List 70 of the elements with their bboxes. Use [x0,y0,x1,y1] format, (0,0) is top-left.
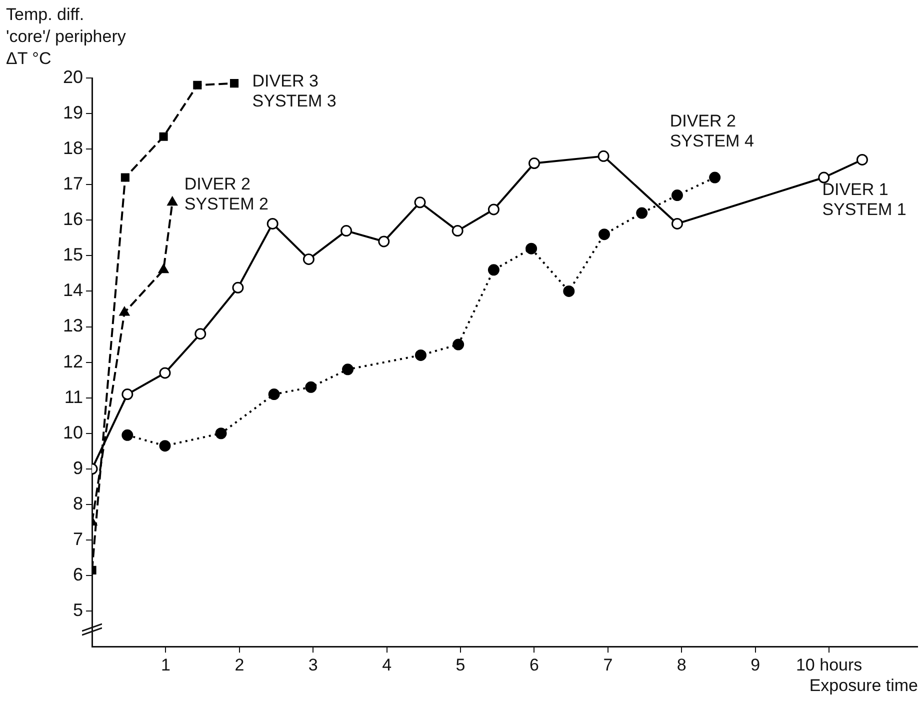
series-label: DIVER 1 SYSTEM 1 [822,180,906,219]
x-tick-label: 9 [750,655,760,674]
point [452,338,464,350]
point [232,282,244,294]
y-tick-label: 17 [62,174,84,194]
point [305,381,317,393]
point [159,440,171,452]
point [342,364,354,376]
point [268,388,280,400]
y-tick-label: 14 [62,280,84,300]
x-tick-label: 4 [382,655,392,674]
point [856,154,868,166]
point [215,428,227,440]
x-tick-label: 3 [308,655,318,674]
point [452,225,464,237]
point [488,264,500,276]
point [563,285,575,297]
x-tick-label: 6 [530,655,539,674]
point [488,204,500,216]
point [709,172,721,184]
point [122,388,134,400]
series-label: DIVER 3 SYSTEM 3 [252,72,336,111]
point [266,218,278,230]
x-tick-label: 8 [676,655,686,674]
y-tick-label: 18 [62,138,84,158]
point [302,253,314,265]
y-tick-label: 8 [73,493,84,514]
y-tick-label: 6 [73,564,84,584]
point [122,429,134,441]
point [598,150,610,162]
point [671,218,683,230]
y-tick-label: 5 [73,600,84,620]
y-tick-label: 7 [73,528,84,549]
point [671,190,683,202]
point [167,196,178,206]
point [119,306,130,316]
x-tick-label: 5 [456,655,466,674]
point [636,207,648,219]
point [340,225,352,237]
point [818,172,830,184]
point [378,236,390,248]
x-tick-label: 1 [160,655,170,674]
point [528,158,540,170]
y-tick-label: 12 [62,351,84,372]
point [598,228,610,240]
series-label: DIVER 2 SYSTEM 2 [184,174,268,214]
point [159,132,168,141]
y-tick-label: 10 [62,422,84,442]
x-axis-title: Exposure time [809,676,918,696]
x-tick-label: 2 [234,655,244,674]
y-tick-label: 20 [62,66,84,87]
y-tick-label: 16 [62,209,84,230]
point [193,80,202,90]
text: DIVER 2 SYSTEM 4 [670,112,754,151]
point [526,242,538,254]
x-tick-label: 7 [603,655,613,674]
y-tick-label: 13 [62,316,84,336]
point [194,328,206,340]
y-tick-label: 19 [62,102,84,123]
point [158,264,169,274]
point [230,79,239,88]
y-axis-title: Temp. diff. 'core'/ periphery ΔT °C [6,5,126,68]
x-tick-label: 10 hours [796,655,862,674]
point [159,367,171,379]
point [120,173,130,182]
y-tick-label: 11 [64,386,84,407]
y-tick-label: 15 [62,244,84,265]
y-tick-label: 9 [73,458,84,478]
point [414,196,426,208]
point [414,349,426,361]
